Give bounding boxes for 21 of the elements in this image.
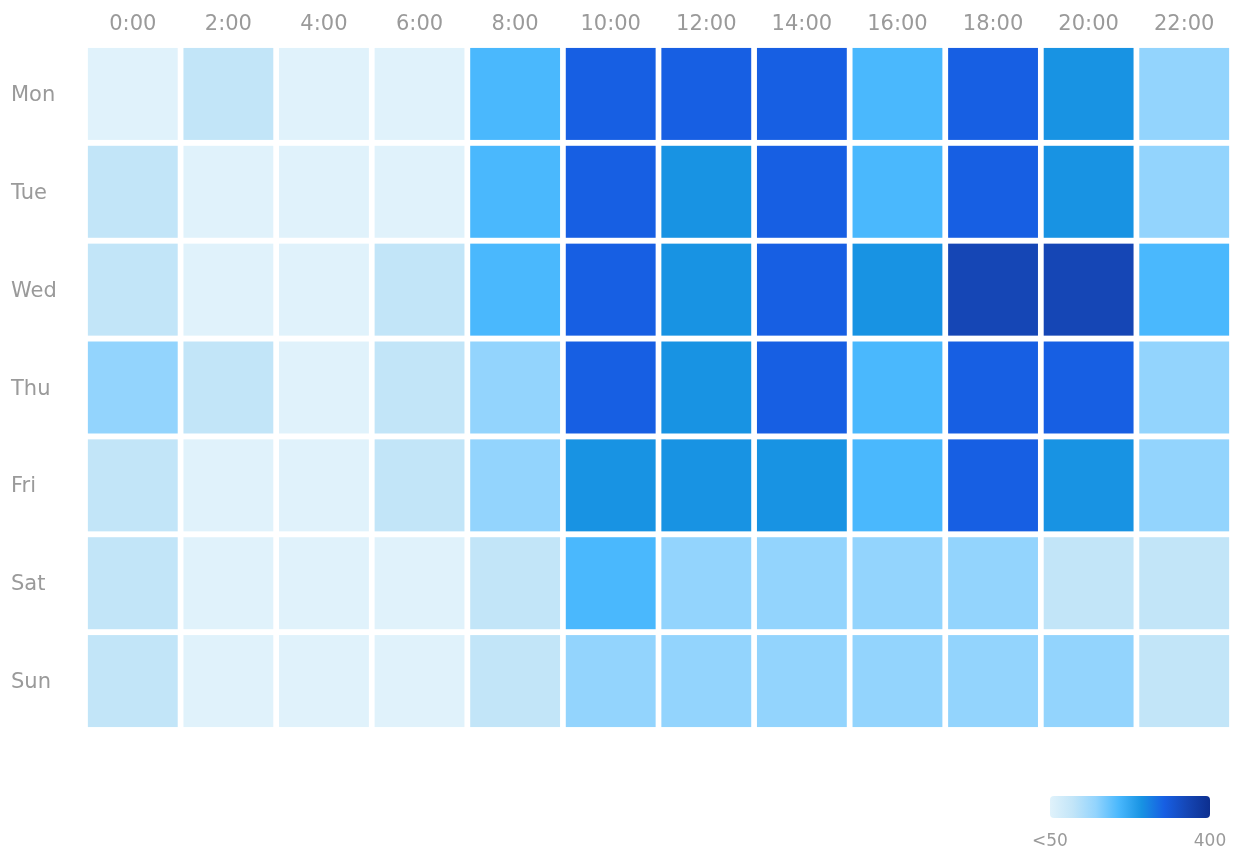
y-tick-label: Sat (11, 571, 46, 596)
y-tick-label: Tue (10, 179, 47, 204)
x-tick-label: 16:00 (867, 11, 928, 35)
y-tick-label: Mon (11, 81, 56, 106)
x-tick-label: 0:00 (109, 11, 157, 35)
y-tick-label: Thu (10, 375, 51, 400)
x-tick-label: 18:00 (962, 11, 1024, 35)
x-tick-label: 10:00 (580, 11, 641, 35)
y-tick-label: Wed (11, 277, 57, 302)
x-tick-label: 8:00 (491, 11, 539, 35)
y-tick-label: Sun (11, 669, 51, 694)
color-bar-label: <50 (1032, 830, 1068, 850)
y-tick-label: Fri (11, 473, 37, 498)
color-bar-label: 400 (1193, 830, 1227, 850)
x-tick-label: 20:00 (1058, 11, 1119, 35)
x-tick-label: 2:00 (204, 11, 252, 35)
x-tick-label: 22:00 (1153, 11, 1215, 35)
x-tick-label: 14:00 (771, 11, 833, 35)
x-tick-label: 12:00 (676, 11, 737, 35)
x-tick-label: 6:00 (395, 11, 444, 35)
x-tick-label: 4:00 (300, 11, 348, 35)
